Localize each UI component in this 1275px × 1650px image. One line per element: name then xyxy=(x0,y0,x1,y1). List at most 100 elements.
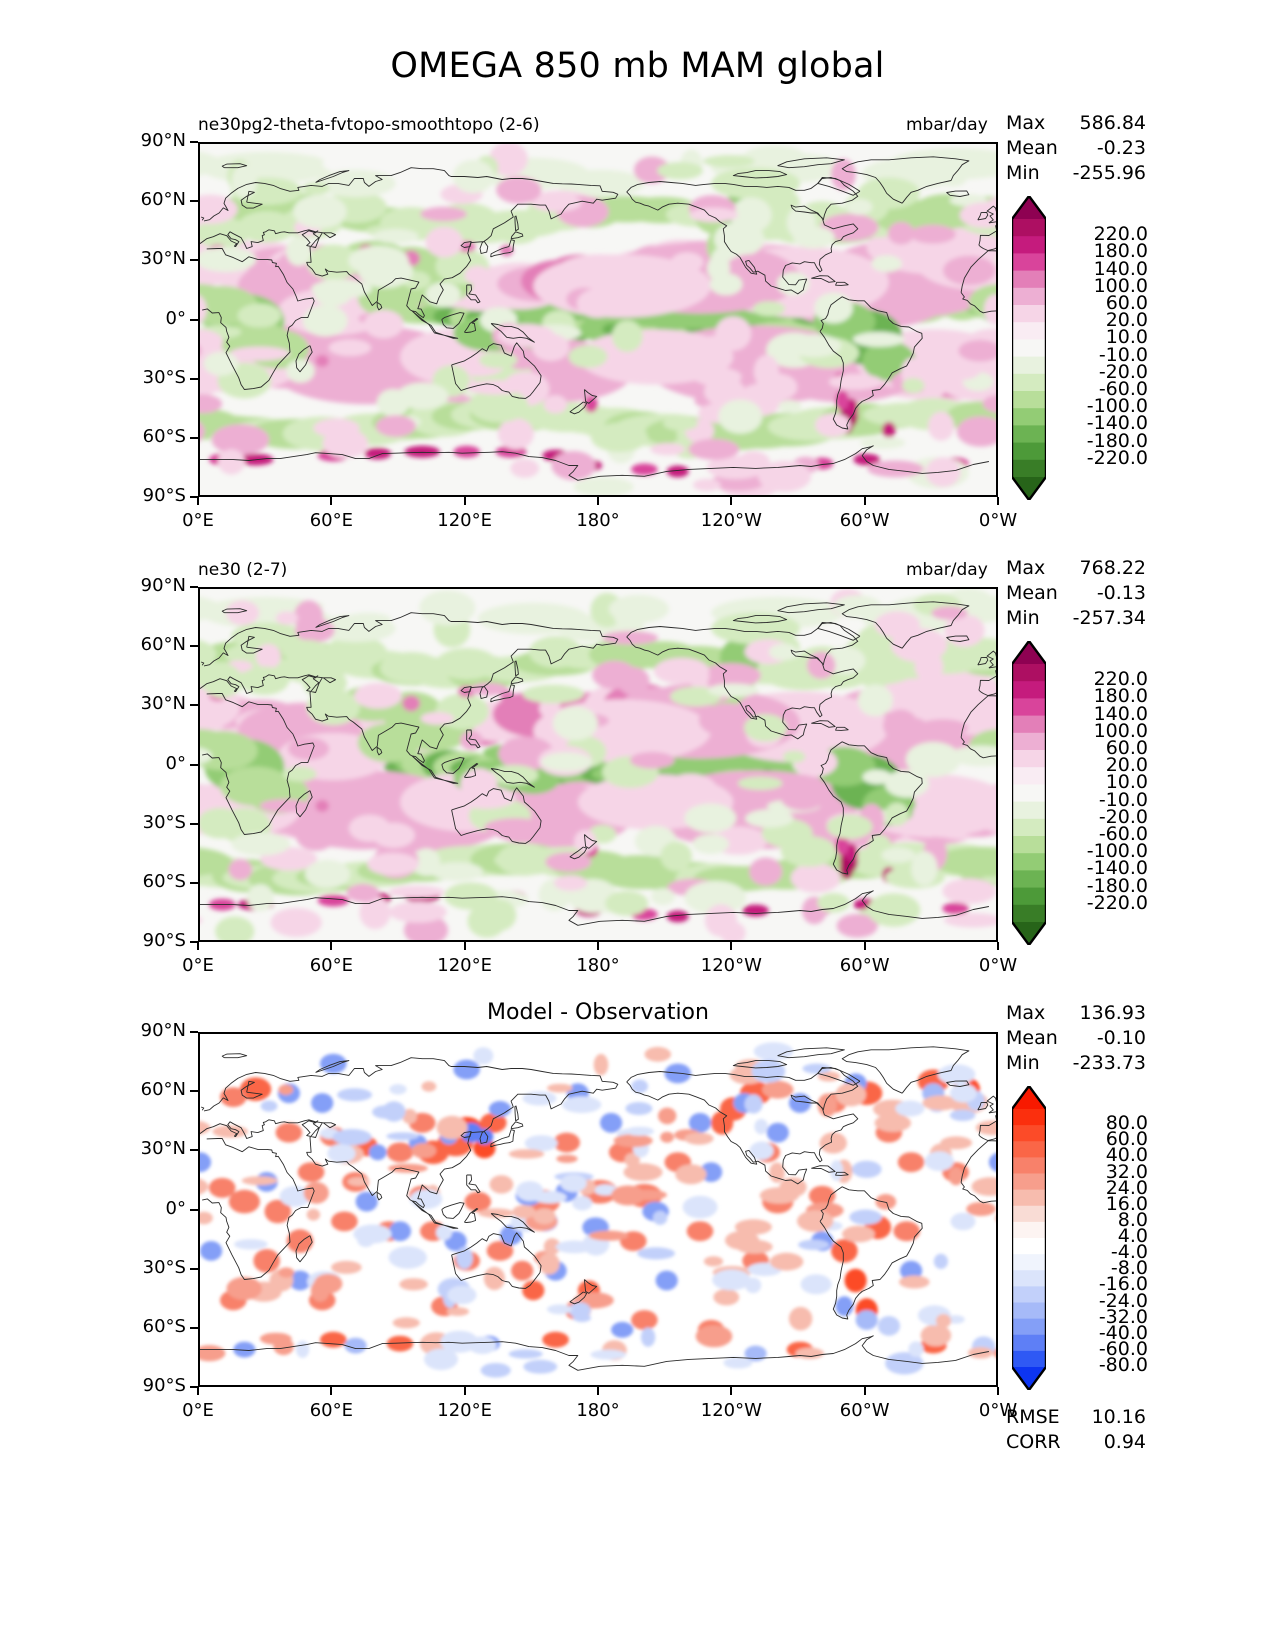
x-axis-label: 60°W xyxy=(839,510,890,531)
stat-row: Mean -0.23 xyxy=(1006,136,1146,161)
y-axis-tick xyxy=(190,881,198,884)
x-axis-label: 120°E xyxy=(437,1400,493,1421)
panel-header-left: ne30 (2-7) xyxy=(198,560,288,580)
x-axis-label: 0°W xyxy=(978,1400,1018,1421)
colorbar-tick-label: -10.0 xyxy=(1098,788,1148,811)
x-axis-tick xyxy=(197,497,199,505)
figure-title: OMEGA 850 mb MAM global xyxy=(390,46,885,86)
y-axis-tick xyxy=(190,1386,198,1388)
y-axis-label: 30°S xyxy=(142,1256,186,1278)
map-plot-area[interactable] xyxy=(198,1032,998,1387)
y-axis-tick xyxy=(190,141,198,143)
stat-label: Min xyxy=(1006,1052,1040,1074)
y-axis-label: 60°S xyxy=(142,1315,186,1337)
stat-label: Max xyxy=(1006,1002,1046,1024)
colorbar-tick-label: 220.0 xyxy=(1093,223,1148,246)
field-contours xyxy=(200,589,996,940)
coastlines xyxy=(200,156,996,481)
x-axis-label: 60°W xyxy=(839,955,890,976)
y-axis-tick xyxy=(190,1090,198,1093)
stat-value: -0.23 xyxy=(1096,137,1146,159)
colorbar-tick-label: 100.0 xyxy=(1093,274,1148,297)
colorbar-tick-label: 24.0 xyxy=(1105,1176,1148,1199)
stat-value: -255.96 xyxy=(1072,162,1146,184)
y-axis-tick xyxy=(190,318,198,321)
x-axis-label: 180° xyxy=(576,955,620,976)
x-axis-label: 180° xyxy=(576,510,620,531)
x-axis-label: 120°E xyxy=(437,955,493,976)
stat-row: Min -255.96 xyxy=(1006,161,1146,186)
y-axis-label: 30°S xyxy=(142,366,186,388)
y-axis-label: 90°N xyxy=(140,130,186,151)
y-axis-tick xyxy=(190,1267,198,1270)
colorbar-tick-label: -10.0 xyxy=(1098,343,1148,366)
y-axis-tick xyxy=(190,1326,198,1329)
y-axis-tick xyxy=(190,200,198,203)
x-axis-tick xyxy=(463,497,466,505)
y-axis-label: 90°S xyxy=(142,1375,186,1396)
colorbar-tick-label: 60.0 xyxy=(1105,1128,1148,1151)
colorbar-tick-label: -40.0 xyxy=(1098,1321,1148,1344)
y-axis-tick xyxy=(190,586,198,588)
x-axis-tick xyxy=(330,497,333,505)
colorbar-swatches xyxy=(1012,196,1046,500)
colorbar-tick-label: 220.0 xyxy=(1093,668,1148,691)
colorbar-tick-label: 60.0 xyxy=(1105,737,1148,759)
stat-label: Mean xyxy=(1006,582,1058,604)
x-axis-label: 0°E xyxy=(182,510,214,531)
panel-units-label: mbar/day xyxy=(906,115,988,135)
colorbar-tick-label: 180.0 xyxy=(1093,685,1148,708)
panel-header-left: ne30pg2-theta-fvtopo-smoothtopo (2-6) xyxy=(198,115,540,135)
x-axis-label: 120°W xyxy=(700,955,762,976)
coastlines xyxy=(200,1046,996,1371)
colorbar-tick-label: 8.0 xyxy=(1117,1208,1148,1231)
stat-label: RMSE xyxy=(1006,1406,1060,1428)
panel-footer-stats: RMSE 10.16 CORR 0.94 xyxy=(1006,1405,1146,1455)
colorbar-tick-label: 4.0 xyxy=(1117,1225,1148,1247)
colorbar-tick-label: -8.0 xyxy=(1110,1257,1148,1280)
y-axis-tick xyxy=(190,259,198,262)
x-axis-tick xyxy=(863,942,866,950)
map-plot-area[interactable] xyxy=(198,587,998,942)
y-axis-label: 30°N xyxy=(140,1138,186,1160)
y-axis-label: 90°N xyxy=(140,575,186,596)
x-axis-label: 180° xyxy=(576,1400,620,1421)
colorbar-tick-label: 20.0 xyxy=(1105,754,1148,777)
stat-row: RMSE 10.16 xyxy=(1006,1405,1146,1430)
stat-label: Mean xyxy=(1006,137,1058,159)
colorbar-tick-label: -4.0 xyxy=(1110,1241,1148,1264)
y-axis-label: 60°N xyxy=(140,634,186,656)
x-axis-tick xyxy=(197,1387,199,1395)
colorbar-tick-label: -220.0 xyxy=(1086,446,1148,469)
stat-value: 10.16 xyxy=(1091,1406,1146,1428)
y-axis-label: 0° xyxy=(165,307,186,329)
colorbar-tick-label: 100.0 xyxy=(1093,719,1148,742)
colorbar-tick-label: -180.0 xyxy=(1086,874,1148,897)
stat-value: 768.22 xyxy=(1079,557,1146,579)
map-plot-area[interactable] xyxy=(198,142,998,497)
x-axis-label: 60°E xyxy=(309,510,353,531)
colorbar-tick-label: 20.0 xyxy=(1105,309,1148,332)
x-axis-label: 60°E xyxy=(309,955,353,976)
colorbar-tick-label: -100.0 xyxy=(1086,395,1148,418)
stat-label: Max xyxy=(1006,557,1046,579)
stat-label: Min xyxy=(1006,607,1040,629)
colorbar-tick-label: -140.0 xyxy=(1086,857,1148,880)
colorbar-tick-label: -220.0 xyxy=(1086,891,1148,914)
stat-row: Max 586.84 xyxy=(1006,111,1146,136)
x-axis-label: 0°E xyxy=(182,1400,214,1421)
colorbar-tick-label: -100.0 xyxy=(1086,840,1148,863)
x-axis-tick xyxy=(997,1387,999,1395)
colorbar-tick-label: -180.0 xyxy=(1086,429,1148,452)
stat-value: 136.93 xyxy=(1079,1002,1146,1024)
stat-value: 586.84 xyxy=(1079,112,1146,134)
coastlines xyxy=(200,601,996,926)
stat-label: CORR xyxy=(1006,1431,1061,1453)
y-axis-label: 0° xyxy=(165,1197,186,1219)
stat-value: -257.34 xyxy=(1072,607,1146,629)
panel-stats: Max 586.84 Mean -0.23 Min -255.96 xyxy=(1006,111,1146,186)
field-contours xyxy=(200,1042,996,1378)
x-axis-label: 0°E xyxy=(182,955,214,976)
panel-units-label: mbar/day xyxy=(906,560,988,580)
colorbar-tick-label: -60.0 xyxy=(1098,823,1148,845)
